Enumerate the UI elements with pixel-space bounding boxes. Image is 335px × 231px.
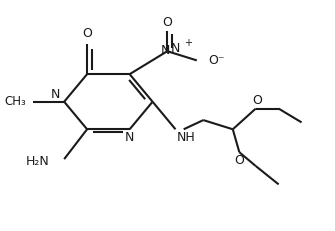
Text: N: N [51,88,60,101]
Text: H₂N: H₂N [26,155,50,168]
Text: O: O [82,27,92,40]
Text: CH₃: CH₃ [5,95,26,108]
Text: O: O [252,94,262,107]
Text: N: N [125,131,134,144]
Text: N: N [171,43,180,55]
Text: O: O [234,154,244,167]
Text: +: + [184,38,192,48]
Text: O: O [162,16,172,29]
Text: N: N [161,44,171,57]
Text: O⁻: O⁻ [208,54,225,67]
Text: NH: NH [177,131,196,144]
